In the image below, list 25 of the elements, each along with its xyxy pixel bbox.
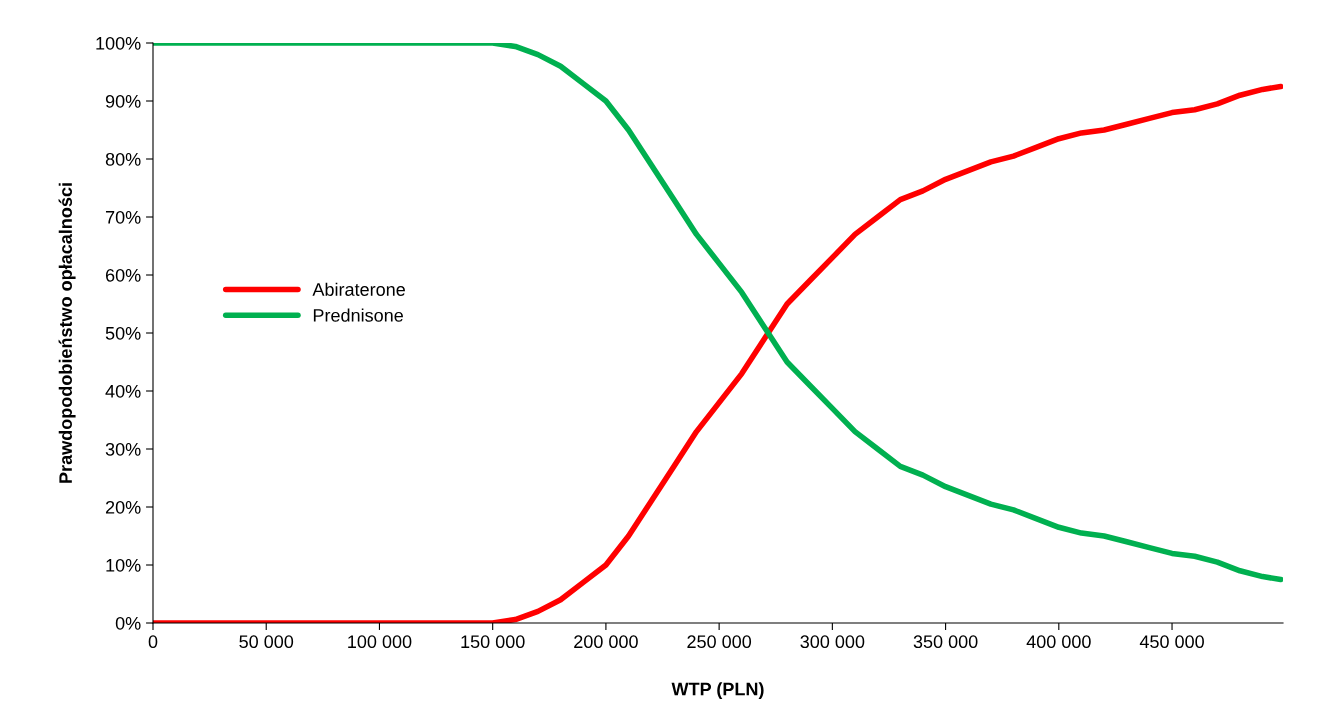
y-tick-label: 40% xyxy=(105,384,141,398)
legend-label: Abiraterone xyxy=(312,282,405,296)
y-tick-label: 60% xyxy=(105,268,141,282)
x-tick-label: 150 000 xyxy=(461,635,525,649)
x-tick-label: 300 000 xyxy=(800,635,865,649)
y-tick-label: 70% xyxy=(105,210,141,224)
x-tick-label: 50 000 xyxy=(239,635,294,649)
y-tick-label: 10% xyxy=(106,558,141,572)
legend-label: Prednisone xyxy=(313,308,403,322)
y-axis-title: Prawdopodobieństwo opłacalności xyxy=(58,183,76,483)
y-tick-label: 80% xyxy=(105,152,141,166)
x-tick-label: 450 000 xyxy=(1139,635,1204,649)
y-tick-label: 30% xyxy=(105,442,141,456)
x-tick-label: 0 xyxy=(148,635,158,649)
x-axis-title: WTP (PLN) xyxy=(671,682,764,700)
y-tick-label: 100% xyxy=(96,36,141,50)
x-tick-label: 350 000 xyxy=(913,635,978,649)
x-tick-label: 200 000 xyxy=(574,635,638,649)
x-tick-label: 250 000 xyxy=(687,635,752,649)
y-tick-label: 50% xyxy=(105,326,141,340)
x-tick-label: 100 000 xyxy=(348,635,412,649)
y-tick-label: 90% xyxy=(105,94,141,108)
y-tick-label: 0% xyxy=(115,616,141,630)
x-tick-label: 400 000 xyxy=(1026,635,1091,649)
y-tick-label: 20% xyxy=(105,500,141,514)
